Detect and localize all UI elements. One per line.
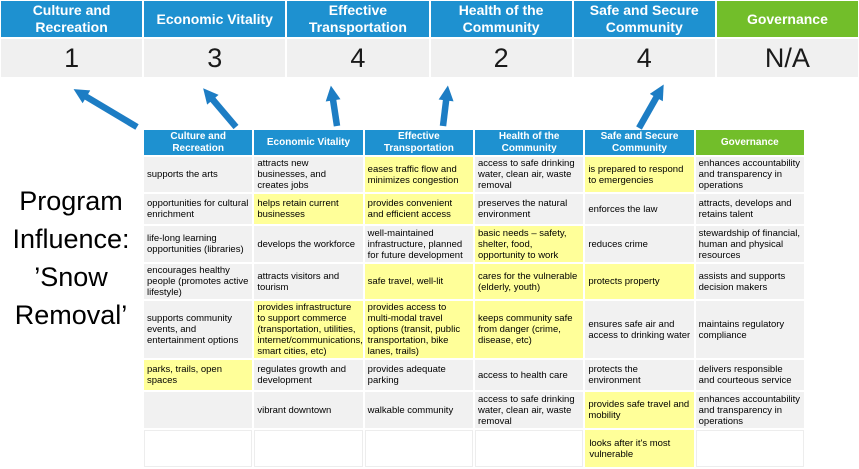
matrix-cell-r5-c3: provides access to multi-modal travel op… (364, 301, 473, 358)
matrix-cell-r7-c6: enhances accountability and transparency… (695, 392, 804, 428)
summary-header-row: Culture and Recreation Economic Vitality… (1, 1, 858, 37)
matrix-cell-r8-c6 (695, 430, 804, 467)
banner-header-governance: Governance (716, 1, 858, 37)
matrix-cell-r2-c4: preserves the natural environment (474, 194, 584, 224)
matrix-cell-r4-c5: protects property (585, 264, 694, 299)
matrix-cell-r4-c1: encourages healthy people (promotes acti… (144, 264, 253, 299)
matrix-cell-r3-c4: basic needs – safety, shelter, food, opp… (474, 226, 584, 262)
matrix-cell-r5-c2: provides infrastructure to support comme… (254, 301, 363, 358)
matrix-cell-r3-c2: develops the workforce (254, 226, 363, 262)
matrix-cell-r6-c6: delivers responsible and courteous servi… (695, 360, 804, 390)
matrix-cell-r1-c6: enhances accountability and transparency… (695, 157, 804, 192)
influence-matrix: Culture and Recreation Economic Vitality E… (142, 128, 806, 469)
matrix-cell-r4-c3: safe travel, well-lit (364, 264, 473, 299)
matrix-cell-r2-c1: opportunities for cultural enrichment (144, 194, 253, 224)
matrix-cell-r3-c5: reduces crime (585, 226, 694, 262)
matrix-cell-r3-c6: stewardship of financial, human and phys… (695, 226, 804, 262)
matrix-cell-r5-c5: ensures safe air and access to drinking … (585, 301, 694, 358)
matrix-cell-r4-c6: assists and supports decision makers (695, 264, 804, 299)
score-economic-vitality: 3 (144, 39, 286, 77)
matrix-col-header-3: Effective Transportation (364, 130, 473, 155)
score-governance: N/A (716, 39, 858, 77)
matrix-cell-r7-c2: vibrant downtown (254, 392, 363, 428)
matrix-cell-r5-c1: supports community events, and entertain… (144, 301, 253, 358)
matrix-cell-r2-c6: attracts, develops and retains talent (695, 194, 804, 224)
matrix-cell-r5-c6: maintains regulatory compliance (695, 301, 804, 358)
arrow-icon-health (438, 85, 454, 127)
matrix-cell-r2-c5: enforces the law (585, 194, 694, 224)
matrix-cell-r3-c1: life-long learning opportunities (librar… (144, 226, 253, 262)
matrix-cell-r8-c3 (364, 430, 473, 467)
matrix-cell-r1-c1: supports the arts (144, 157, 253, 192)
program-title: Program Influence: ’Snow Removal’ (12, 186, 130, 330)
matrix-cell-r7-c1 (144, 392, 253, 428)
matrix-col-header-5: Safe and Secure Community (585, 130, 694, 155)
banner-header-economic-vitality: Economic Vitality (144, 1, 286, 37)
matrix-cell-r6-c5: protects the environment (585, 360, 694, 390)
score-health-of-the-community: 2 (430, 39, 572, 77)
matrix-cell-r6-c3: provides adequate parking (364, 360, 473, 390)
matrix-cell-r2-c3: provides convenient and efficient access (364, 194, 473, 224)
matrix-col-header-1: Culture and Recreation (144, 130, 253, 155)
score-effective-transportation: 4 (287, 39, 429, 77)
matrix-row-7: vibrant downtown walkable community access… (144, 392, 804, 428)
summary-banner: Culture and Recreation Economic Vitality… (1, 1, 858, 77)
matrix-row-6: parks, trails, open spaces regulates grow… (144, 360, 804, 390)
banner-header-effective-transportation: Effective Transportation (287, 1, 429, 37)
matrix-cell-r6-c2: regulates growth and development (254, 360, 363, 390)
matrix-cell-r1-c2: attracts new businesses, and creates job… (254, 157, 363, 192)
arrow-icon-safe (636, 84, 664, 130)
matrix-cell-r1-c4: access to safe drinking water, clean air… (474, 157, 584, 192)
matrix-cell-r5-c4: keeps community safe from danger (crime,… (474, 301, 584, 358)
arrow-icon-economic (203, 88, 239, 130)
matrix-cell-r7-c5: provides safe travel and mobility (585, 392, 694, 428)
matrix-cell-r6-c1: parks, trails, open spaces (144, 360, 253, 390)
matrix-row-1: supports the arts attracts new businesses… (144, 157, 804, 192)
matrix-cell-r7-c3: walkable community (364, 392, 473, 428)
matrix-cell-r4-c4: cares for the vulnerable (elderly, youth… (474, 264, 584, 299)
matrix-cell-r4-c2: attracts visitors and tourism (254, 264, 363, 299)
matrix-cell-r6-c4: access to health care (474, 360, 584, 390)
arrow-icon-transportation (325, 85, 341, 127)
matrix-cell-r8-c1 (144, 430, 253, 467)
banner-header-health-of-the-community: Health of the Community (430, 1, 572, 37)
matrix-cell-r8-c5: looks after it's most vulnerable (585, 430, 694, 467)
matrix-col-header-4: Health of the Community (474, 130, 584, 155)
matrix-cell-r1-c5: is prepared to respond to emergencies (585, 157, 694, 192)
matrix-row-5: supports community events, and entertain… (144, 301, 804, 358)
matrix-col-header-6: Governance (695, 130, 804, 155)
matrix-cell-r2-c2: helps retain current businesses (254, 194, 363, 224)
arrow-icon-culture (73, 89, 139, 130)
matrix-row-8: looks after it's most vulnerable (144, 430, 804, 467)
matrix-cell-r8-c2 (254, 430, 363, 467)
matrix-row-4: encourages healthy people (promotes acti… (144, 264, 804, 299)
matrix-col-header-2: Economic Vitality (254, 130, 363, 155)
matrix-head: Culture and Recreation Economic Vitality E… (144, 130, 804, 155)
banner-header-culture-and-recreation: Culture and Recreation (1, 1, 143, 37)
matrix-cell-r3-c3: well-maintained infrastructure, planned … (364, 226, 473, 262)
matrix-cell-r8-c4 (474, 430, 584, 467)
matrix-row-2: opportunities for cultural enrichment hel… (144, 194, 804, 224)
score-culture-and-recreation: 1 (1, 39, 143, 77)
influence-arrows (73, 84, 664, 130)
matrix-body: supports the arts attracts new businesses… (144, 157, 804, 467)
banner-header-safe-and-secure-community: Safe and Secure Community (573, 1, 715, 37)
matrix-cell-r1-c3: eases traffic flow and minimizes congest… (364, 157, 473, 192)
matrix-cell-r7-c4: access to safe drinking water, clean air… (474, 392, 584, 428)
summary-score-row: 1 3 4 2 4 N/A (1, 39, 858, 77)
matrix-row-3: life-long learning opportunities (librar… (144, 226, 804, 262)
score-safe-and-secure-community: 4 (573, 39, 715, 77)
